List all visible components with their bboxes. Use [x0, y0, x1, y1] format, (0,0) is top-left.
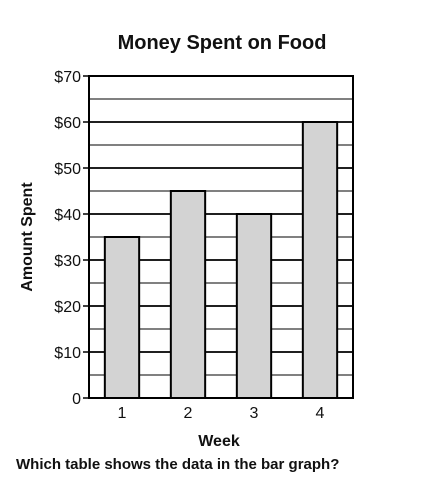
- bar-week-3: [235, 213, 273, 399]
- y-tick-label: $60: [54, 115, 81, 132]
- x-tick-label: 1: [118, 405, 127, 422]
- x-tick-labels: 1 2 3 4: [118, 405, 325, 422]
- chart-title: Money Spent on Food: [118, 32, 327, 54]
- x-tick-label: 4: [316, 405, 325, 422]
- y-axis-label: Amount Spent: [19, 182, 36, 292]
- y-tick-labels: 0 $10 $20 $30 $40 $50 $60 $70: [54, 69, 89, 408]
- x-axis-label: Week: [198, 433, 240, 450]
- question-text: Which table shows the data in the bar gr…: [16, 456, 340, 473]
- y-tick-label: $50: [54, 161, 81, 178]
- plot-frame: [88, 75, 354, 399]
- y-tick-label: $20: [54, 299, 81, 316]
- y-tick-label: $40: [54, 207, 81, 224]
- y-tick-label: 0: [72, 391, 81, 408]
- y-tick-label: $30: [54, 253, 81, 270]
- bar-week-2: [169, 190, 207, 399]
- x-tick-label: 2: [184, 405, 193, 422]
- x-tick-label: 3: [250, 405, 259, 422]
- bar-chart: Money Spent on Food 0 $10 $20 $30 $40 $50 $60 $…: [19, 32, 354, 450]
- bar-week-1: [103, 236, 141, 399]
- y-tick-label: $10: [54, 345, 81, 362]
- y-tick-label: $70: [54, 69, 81, 86]
- bars: [103, 121, 339, 399]
- bar-week-4: [301, 121, 339, 399]
